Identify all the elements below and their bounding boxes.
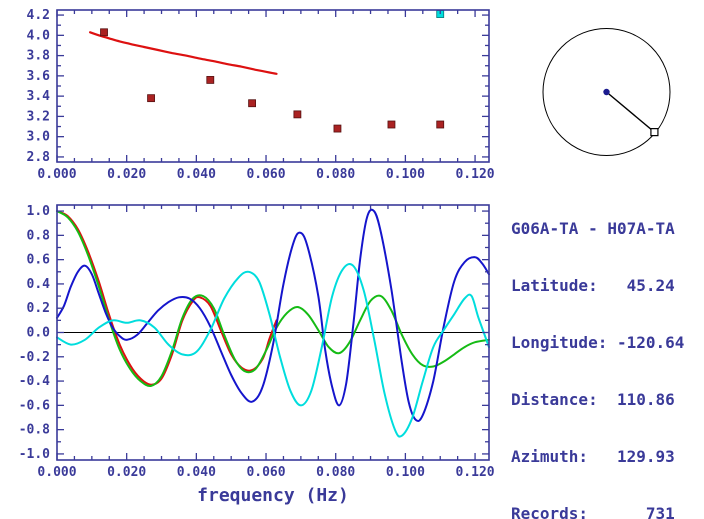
distance-line: Distance: 110.86 [511, 390, 675, 409]
svg-text:-0.8: -0.8 [19, 423, 50, 438]
svg-text:0.020: 0.020 [107, 167, 146, 182]
svg-text:0.2: 0.2 [27, 301, 50, 316]
svg-text:0.100: 0.100 [386, 167, 425, 182]
svg-text:0.4: 0.4 [27, 277, 51, 292]
svg-text:1.0: 1.0 [27, 204, 51, 219]
svg-text:3.0: 3.0 [27, 130, 51, 145]
svg-text:3.8: 3.8 [27, 49, 51, 64]
svg-text:0.060: 0.060 [246, 167, 285, 182]
waveform-chart: 0.000 0.020 0.040 0.060 0.080 0.100 0.120 1.0 0.… [19, 204, 495, 506]
svg-text:0.120: 0.120 [455, 465, 494, 480]
svg-text:-0.4: -0.4 [19, 374, 50, 389]
station-info-panel: G06A-TA - H07A-TA Latitude: 45.24 Longit… [511, 181, 684, 519]
svg-text:4.2: 4.2 [27, 8, 50, 23]
svg-text:2.8: 2.8 [27, 150, 51, 165]
svg-text:frequency (Hz): frequency (Hz) [197, 485, 349, 506]
svg-text:0.080: 0.080 [316, 465, 355, 480]
svg-text:0.060: 0.060 [246, 465, 285, 480]
svg-text:3.2: 3.2 [27, 109, 50, 124]
svg-text:0.040: 0.040 [177, 465, 216, 480]
svg-text:0.020: 0.020 [107, 465, 146, 480]
svg-text:0.0: 0.0 [27, 326, 51, 341]
longitude-line: Longitude: -120.64 [511, 333, 685, 352]
svg-text:-0.6: -0.6 [19, 398, 50, 413]
svg-text:0.100: 0.100 [386, 465, 425, 480]
svg-text:0.120: 0.120 [455, 167, 494, 182]
svg-text:3.6: 3.6 [27, 69, 51, 84]
records-line: Records: 731 [511, 504, 675, 519]
svg-text:3.4: 3.4 [27, 89, 51, 104]
station-pair-title: G06A-TA - H07A-TA [511, 219, 675, 238]
dispersion-chart: 0.000 0.020 0.040 0.060 0.080 0.100 0.120 2.8 3.… [27, 8, 495, 182]
latitude-line: Latitude: 45.24 [511, 276, 675, 295]
svg-text:0.6: 0.6 [27, 253, 51, 268]
svg-text:0.080: 0.080 [316, 167, 355, 182]
svg-text:4.0: 4.0 [27, 28, 51, 43]
svg-text:-1.0: -1.0 [19, 447, 50, 462]
azimuth-compass [542, 28, 671, 156]
svg-text:0.8: 0.8 [27, 228, 51, 243]
svg-text:0.040: 0.040 [177, 167, 216, 182]
svg-text:0.000: 0.000 [37, 167, 76, 182]
azimuth-line: Azimuth: 129.93 [511, 447, 675, 466]
svg-text:-0.2: -0.2 [19, 350, 50, 365]
svg-text:0.000: 0.000 [37, 465, 76, 480]
